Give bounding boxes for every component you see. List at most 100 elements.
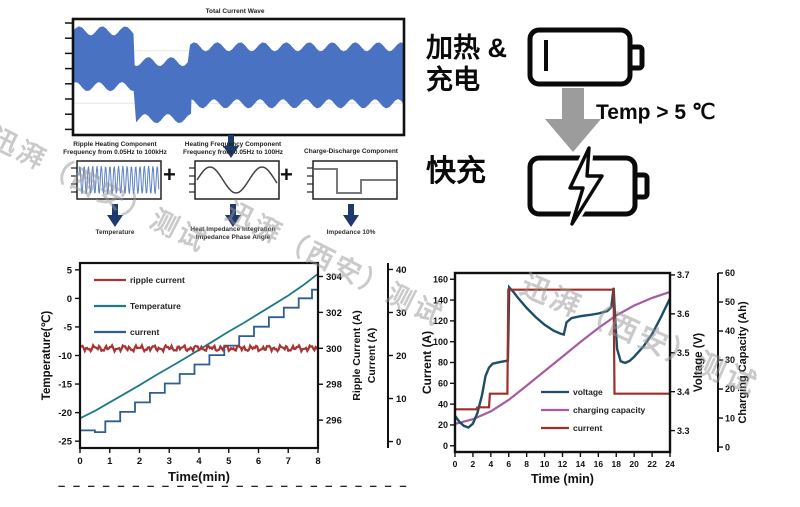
svg-text:ripple current: ripple current <box>130 275 185 285</box>
svg-text:charging capacity: charging capacity <box>573 405 646 415</box>
svg-text:Charging Capacity (Ah): Charging Capacity (Ah) <box>737 301 749 424</box>
component-title-line1: Charge-Discharge Component <box>304 148 398 155</box>
caption-line2: Impedance Phase Angle <box>195 233 271 241</box>
down-arrow-glyph <box>343 204 359 227</box>
svg-text:16: 16 <box>594 459 604 469</box>
svg-text:3.6: 3.6 <box>677 309 690 319</box>
component-title-line2: Frequency from 0.05Hz to 100Hz <box>182 148 284 156</box>
wave-plot <box>62 15 408 144</box>
svg-text:6: 6 <box>256 456 261 467</box>
ripple-component-box <box>68 160 163 200</box>
svg-text:Voltage (V): Voltage (V) <box>693 333 705 392</box>
svg-text:0: 0 <box>77 456 82 467</box>
temperature-current-chart: 5 0 -5 -10 -15 -20 -25 0 1 2 3 4 5 6 7 8 304 302 300 298 296… <box>36 252 421 492</box>
svg-text:20: 20 <box>396 351 407 362</box>
svg-text:8: 8 <box>524 459 529 469</box>
down-arrow-glyph <box>225 204 241 227</box>
temp-threshold-label: Temp > 5 ℃ <box>596 101 716 124</box>
svg-text:0: 0 <box>725 442 730 452</box>
svg-text:7: 7 <box>286 456 291 467</box>
plus-sign: + <box>163 162 176 187</box>
caption-line1: Impedance 10% <box>326 229 376 236</box>
component-title: Charge-Discharge Component <box>285 148 417 156</box>
plus-sign: + <box>280 162 293 187</box>
svg-text:160: 160 <box>433 274 448 284</box>
down-arrow-icon <box>107 204 123 227</box>
fast-charge-label: 快充 <box>426 155 486 188</box>
charging-battery-icon <box>527 146 650 226</box>
component-caption: Heat Impedance Integration Impedance Pha… <box>167 226 299 241</box>
component-title: Heating Frequency Component Frequency fr… <box>167 141 299 156</box>
svg-text:4: 4 <box>488 459 493 469</box>
svg-text:302: 302 <box>326 308 342 319</box>
svg-text:3.5: 3.5 <box>677 348 690 358</box>
svg-text:10: 10 <box>725 413 735 423</box>
svg-text:Temperature(℃): Temperature(℃) <box>40 311 53 401</box>
heat-charge-line2: 充电 <box>426 65 480 95</box>
svg-text:100: 100 <box>433 337 448 347</box>
svg-text:0: 0 <box>67 294 72 305</box>
wave-title: Total Current Wave <box>205 8 265 15</box>
svg-text:-20: -20 <box>58 408 72 419</box>
down-arrow-icon <box>225 204 241 227</box>
caption-line1: Temperature <box>95 229 135 236</box>
component-caption: Temperature <box>49 229 181 237</box>
svg-text:voltage: voltage <box>573 387 603 397</box>
total-current-wave-chart: Total Current Wave <box>62 8 408 140</box>
svg-text:5: 5 <box>226 456 232 467</box>
down-arrow-glyph <box>223 135 239 158</box>
clipped-caption-fragment: – – – – – – – – – – – – – – – – – – – – … <box>58 481 409 490</box>
svg-text:304: 304 <box>326 272 343 283</box>
down-arrow-icon <box>223 135 239 158</box>
svg-text:298: 298 <box>326 380 342 391</box>
svg-text:Time (min): Time (min) <box>531 472 594 486</box>
temperature-current-chart-svg: 50-5-10-15-20-250 1 2 3 4 5 6 7 8304302300298296… <box>40 261 407 484</box>
sine-component-box <box>186 160 281 200</box>
svg-text:22: 22 <box>647 459 657 469</box>
svg-text:10: 10 <box>396 394 407 405</box>
svg-text:296: 296 <box>326 416 342 427</box>
svg-text:80: 80 <box>438 358 448 368</box>
svg-text:300: 300 <box>326 344 342 355</box>
svg-text:0: 0 <box>443 441 448 451</box>
svg-text:120: 120 <box>433 316 448 326</box>
down-arrow-glyph <box>107 204 123 227</box>
voltage-capacity-chart: 160 140 120 100 80 60 40 20 0 0 2 4 6 8 10 12 14 16 18 20 22… <box>416 254 800 500</box>
svg-text:3.3: 3.3 <box>677 426 690 436</box>
down-arrow-icon <box>343 204 359 227</box>
step-component-box <box>304 160 399 200</box>
svg-text:30: 30 <box>396 308 407 319</box>
svg-text:20: 20 <box>629 459 639 469</box>
svg-text:Ripple Current (A): Ripple Current (A) <box>351 310 363 400</box>
total-current-wave-svg <box>65 17 406 137</box>
component-title-line2: Frequency from 0.05Hz to 100kHz <box>63 148 167 156</box>
svg-text:current: current <box>573 423 602 433</box>
svg-text:14: 14 <box>576 459 586 469</box>
svg-text:20: 20 <box>438 420 448 430</box>
svg-text:Time(min): Time(min) <box>168 469 230 484</box>
heat-charge-line1: 加热 & <box>426 33 507 63</box>
svg-text:1: 1 <box>107 456 113 467</box>
empty-battery-icon <box>527 27 645 87</box>
step-wave-svg <box>307 160 398 200</box>
svg-text:24: 24 <box>665 459 675 469</box>
svg-text:Current (A): Current (A) <box>420 331 434 394</box>
svg-text:3.7: 3.7 <box>677 270 690 280</box>
caption-line1: Heat Impedance Integration <box>190 226 276 233</box>
svg-text:30: 30 <box>725 355 735 365</box>
svg-text:40: 40 <box>725 326 735 336</box>
svg-text:8: 8 <box>315 456 320 467</box>
component-caption: Impedance 10% <box>285 229 417 237</box>
component-title: Ripple Heating Component Frequency from … <box>49 141 181 156</box>
svg-text:18: 18 <box>612 459 622 469</box>
svg-text:20: 20 <box>725 384 735 394</box>
svg-text:-10: -10 <box>58 351 72 362</box>
svg-text:2: 2 <box>137 456 142 467</box>
svg-text:4: 4 <box>196 456 202 467</box>
svg-text:2: 2 <box>471 459 476 469</box>
component-title-line1: Ripple Heating Component <box>73 141 157 148</box>
svg-text:10: 10 <box>540 459 550 469</box>
svg-text:3: 3 <box>167 456 172 467</box>
svg-text:140: 140 <box>433 295 448 305</box>
